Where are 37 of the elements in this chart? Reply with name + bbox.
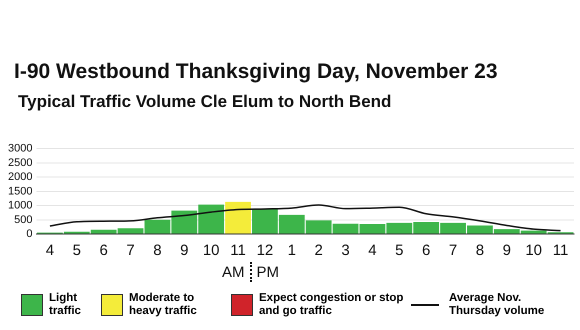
y-tick-label: 2500	[8, 156, 32, 169]
legend-label: Light traffic	[49, 292, 82, 318]
x-tick-label: 9	[180, 242, 188, 260]
x-tick-label: 11	[230, 242, 246, 260]
x-tick-label: 6	[99, 242, 108, 260]
legend-label: Expect congestion or stop and go traffic	[259, 292, 404, 318]
x-tick-label: 6	[422, 242, 430, 260]
legend-label: Average Nov. Thursday volume	[449, 292, 546, 318]
line-series	[49, 204, 562, 232]
y-tick-label: 1500	[8, 185, 32, 198]
y-tick-label: 500	[14, 214, 32, 226]
x-tick-label: 10	[525, 242, 542, 260]
x-tick-label: 7	[448, 242, 458, 260]
text: PM	[256, 264, 279, 280]
x-tick-label: 1	[288, 242, 296, 260]
x-tick-label: 3	[341, 242, 350, 260]
x-tick-label: 7	[126, 242, 135, 260]
x-tick-label: 5	[395, 242, 404, 260]
chart-title: I-90 Westbound Thanksgiving Day, November 23	[14, 60, 498, 84]
x-tick-label: 10	[202, 242, 220, 260]
y-tick-label: 0	[26, 228, 32, 240]
x-tick-label: 5	[72, 242, 81, 260]
y-tick-label: 3000	[8, 142, 32, 155]
x-tick-label: 8	[153, 242, 162, 260]
y-tick-label: 1000	[8, 200, 32, 212]
x-tick-label: 12	[256, 242, 274, 260]
x-tick-label: 2	[314, 242, 323, 260]
y-tick-label: 2000	[8, 171, 32, 184]
text: AM	[222, 264, 244, 280]
x-tick-label: 8	[476, 242, 484, 260]
legend-label: Moderate to heavy traffic	[129, 292, 198, 318]
x-tick-label: 9	[502, 242, 511, 260]
chart-subtitle: Typical Traffic Volume Cle Elum to North Bend	[18, 92, 392, 112]
x-tick-label: 4	[46, 242, 54, 260]
x-tick-label: 4	[368, 242, 377, 260]
bar	[225, 202, 251, 234]
x-tick-label: 11	[552, 242, 568, 260]
